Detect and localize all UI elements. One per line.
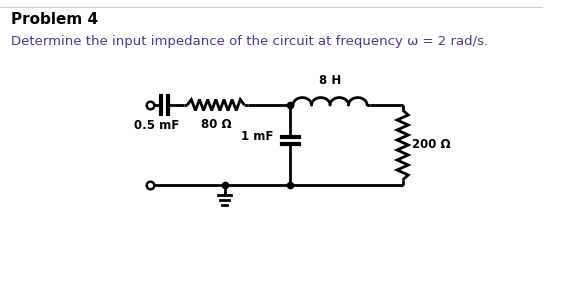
Text: Problem 4: Problem 4 [11, 12, 99, 27]
Text: 8 H: 8 H [319, 74, 341, 87]
Text: 1 mF: 1 mF [241, 130, 273, 144]
Text: Determine the input impedance of the circuit at frequency ω = 2 rad/s.: Determine the input impedance of the cir… [11, 35, 488, 48]
Text: 200 Ω: 200 Ω [412, 139, 451, 151]
Text: 80 Ω: 80 Ω [201, 118, 231, 131]
Text: 0.5 mF: 0.5 mF [134, 119, 179, 132]
